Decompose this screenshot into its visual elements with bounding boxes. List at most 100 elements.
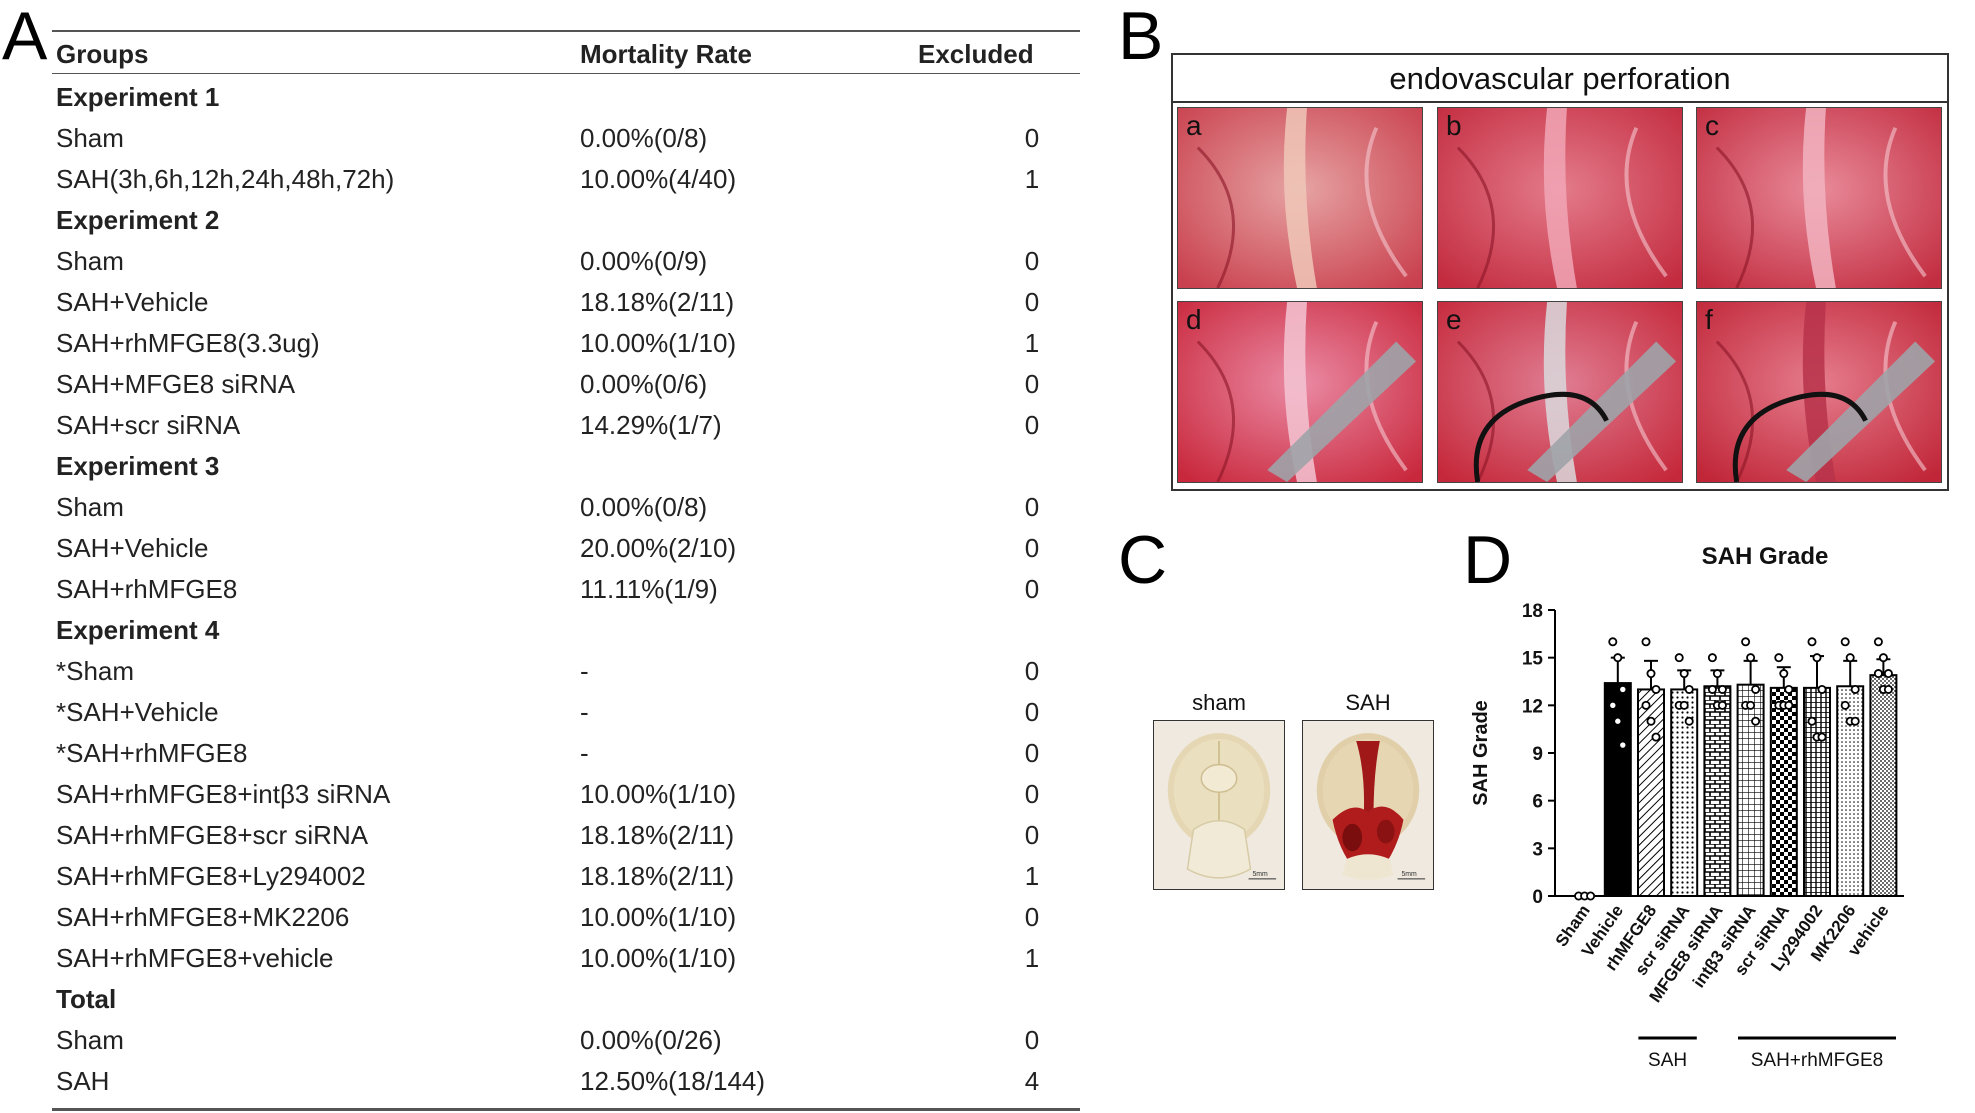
y-tick-label: 6	[1532, 792, 1543, 813]
data-point	[1774, 653, 1784, 663]
data-point	[1641, 700, 1651, 710]
cell-group: Experiment 1	[56, 82, 220, 112]
cell-excluded: 0	[1024, 246, 1040, 276]
y-tick-label: 0	[1532, 887, 1543, 908]
table-row: SAH+rhMFGE8+vehicle 10.00%(1/10) 1	[52, 937, 1080, 978]
cell-group: Sham	[56, 246, 124, 276]
y-tick-label: 3	[1532, 839, 1543, 860]
bar	[1703, 685, 1732, 897]
data-point	[1883, 684, 1893, 694]
data-point	[1674, 653, 1684, 663]
table-row: Sham 0.00%(0/8) 0	[52, 486, 1080, 527]
cell-mortality-rate: 0.00%(0/8)	[580, 492, 708, 522]
cell-excluded: 0	[1024, 410, 1040, 440]
photo-label: b	[1446, 110, 1462, 141]
cell-mortality-rate: 14.29%(1/7)	[580, 410, 722, 440]
cell-excluded: 0	[1024, 779, 1040, 809]
data-point	[1586, 891, 1596, 901]
table-row: SAH 12.50%(18/144) 4	[52, 1060, 1080, 1101]
data-point	[1784, 684, 1794, 694]
cell-mortality-rate: 0.00%(0/8)	[580, 123, 708, 153]
table-row: Sham 0.00%(0/26) 0	[52, 1019, 1080, 1060]
data-point	[1608, 700, 1618, 710]
surgery-photo-e: e	[1437, 301, 1683, 483]
panel-b-title: endovascular perforation	[1173, 55, 1947, 103]
cell-group: SAH+rhMFGE8	[56, 574, 238, 604]
data-point	[1679, 669, 1689, 679]
data-point	[1712, 669, 1722, 679]
surgery-photo-b: b	[1437, 107, 1683, 289]
table-row: SAH+rhMFGE8 11.11%(1/9) 0	[52, 568, 1080, 609]
table-row: SAH+rhMFGE8+MK2206 10.00%(1/10) 0	[52, 896, 1080, 937]
surgery-photo-c: c	[1696, 107, 1942, 289]
bar	[1603, 682, 1632, 897]
cell-group: SAH+Vehicle	[56, 287, 209, 317]
cell-excluded: 0	[1024, 123, 1040, 153]
data-point	[1618, 740, 1628, 750]
col-head-excluded: Excluded	[918, 39, 1034, 69]
surgery-photo-d: d	[1177, 301, 1423, 483]
cell-group: Sham	[56, 1025, 124, 1055]
panel-a-mortality-table: Groups Mortality Rate Excluded Experimen…	[52, 30, 1080, 1111]
cell-mortality-rate: -	[580, 656, 589, 686]
cell-mortality-rate: 0.00%(0/9)	[580, 246, 708, 276]
cell-group: Sham	[56, 123, 124, 153]
data-point	[1840, 637, 1850, 647]
cell-excluded: 0	[1024, 697, 1040, 727]
table-top-rule	[52, 30, 1080, 32]
cell-excluded: 0	[1024, 287, 1040, 317]
bar	[1769, 686, 1798, 897]
data-point	[1717, 684, 1727, 694]
panel-letter-a: A	[2, 0, 48, 74]
cell-excluded: 0	[1024, 492, 1040, 522]
data-point	[1845, 653, 1855, 663]
data-point	[1684, 716, 1694, 726]
data-point	[1751, 684, 1761, 694]
panel-letter-b: B	[1118, 0, 1164, 74]
cell-group: *Sham	[56, 656, 135, 686]
cell-mortality-rate: 12.50%(18/144)	[580, 1066, 766, 1096]
group-label: SAH+rhMFGE8	[1751, 1050, 1884, 1071]
brain-image-sah: 5mm	[1302, 720, 1434, 890]
panel-b-surgery-photos: endovascular perforation a b c d e f	[1171, 53, 1949, 491]
cell-excluded: 1	[1024, 328, 1040, 358]
col-head-mortality-rate: Mortality Rate	[580, 39, 752, 69]
cell-group: *SAH+rhMFGE8	[56, 738, 248, 768]
cell-excluded: 1	[1024, 861, 1040, 891]
cell-excluded: 0	[1024, 738, 1040, 768]
data-point	[1613, 716, 1623, 726]
cell-group: Experiment 4	[56, 615, 220, 645]
y-tick-label: 12	[1522, 696, 1543, 717]
cell-excluded: 0	[1024, 656, 1040, 686]
cell-excluded: 0	[1024, 533, 1040, 563]
data-point	[1807, 716, 1817, 726]
table-section-header: Experiment 1	[52, 76, 1080, 117]
y-tick-label: 15	[1522, 649, 1544, 670]
photo-label: d	[1186, 304, 1202, 335]
data-point	[1751, 716, 1761, 726]
table-row: SAH+rhMFGE8(3.3ug) 10.00%(1/10) 1	[52, 322, 1080, 363]
brain-label-sham: sham	[1192, 690, 1246, 715]
panel-letter-c: C	[1118, 522, 1168, 598]
panel-letter-d: D	[1463, 522, 1513, 598]
cell-group: SAH(3h,6h,12h,24h,48h,72h)	[56, 164, 395, 194]
data-point	[1850, 684, 1860, 694]
table-row: *SAH+Vehicle - 0	[52, 691, 1080, 732]
table-row: SAH+Vehicle 18.18%(2/11) 0	[52, 281, 1080, 322]
table-row: SAH(3h,6h,12h,24h,48h,72h) 10.00%(4/40) 1	[52, 158, 1080, 199]
data-point	[1878, 653, 1888, 663]
data-point	[1807, 637, 1817, 647]
col-head-groups: Groups	[56, 39, 149, 69]
cell-group: *SAH+Vehicle	[56, 697, 219, 727]
y-axis-label: SAH Grade	[1470, 700, 1492, 806]
bar	[1670, 688, 1699, 897]
cell-mortality-rate: 11.11%(1/9)	[580, 574, 718, 604]
table-row: SAH+MFGE8 siRNA 0.00%(0/6) 0	[52, 363, 1080, 404]
data-point	[1883, 669, 1893, 679]
cell-mortality-rate: 0.00%(0/26)	[580, 1025, 722, 1055]
bar	[1736, 683, 1765, 897]
photo-label: c	[1705, 110, 1719, 141]
y-tick-label: 18	[1522, 601, 1543, 622]
